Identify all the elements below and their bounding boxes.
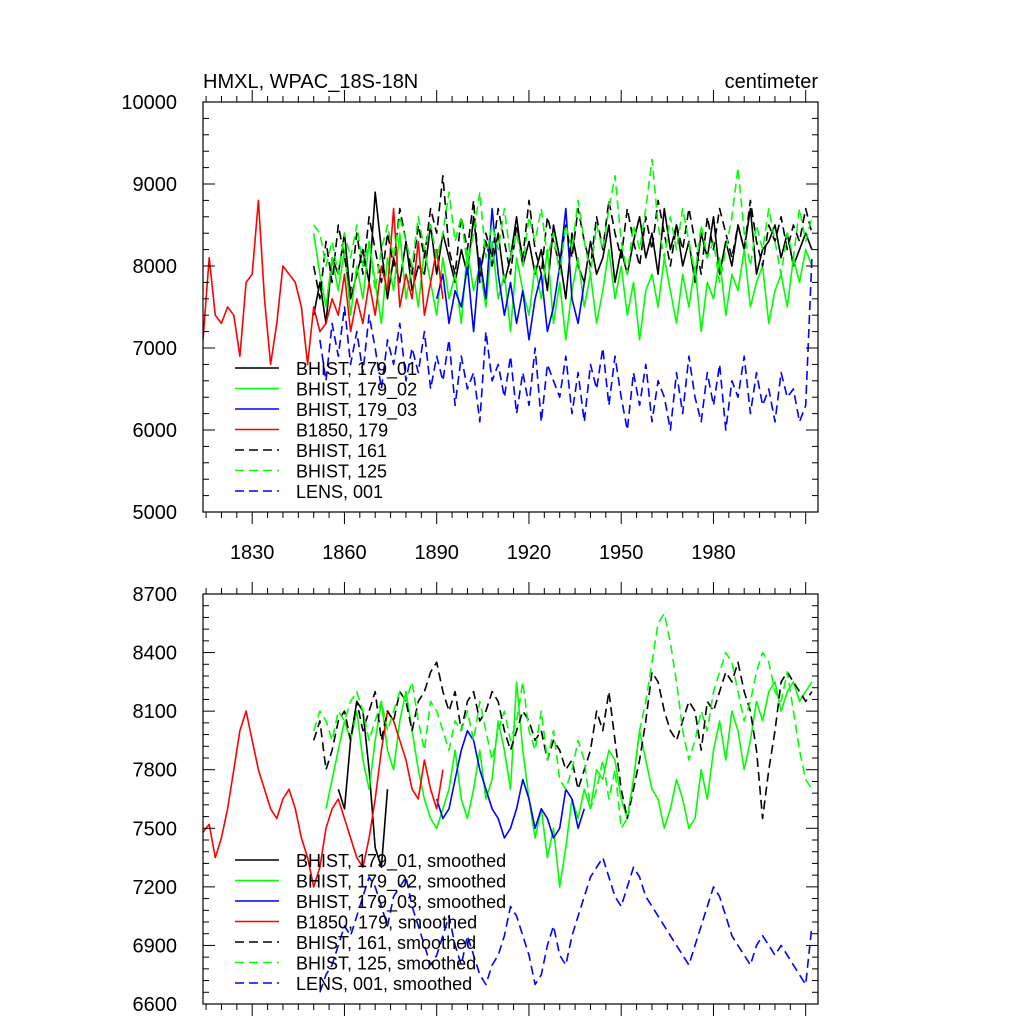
x-tick-label: 1920 [507, 542, 552, 564]
legend-label: B1850, 179 [296, 421, 388, 441]
legend-label: BHIST, 125, smoothed [296, 954, 476, 974]
series-line-1 [312, 191, 813, 325]
series-line-4 [203, 199, 444, 366]
legend-label: B1850, 179, smoothed [296, 913, 477, 933]
y-tick-label: 9000 [133, 174, 178, 196]
legend-label: BHIST, 161 [296, 441, 387, 461]
top-panel: 5000 6000 7000 8000 9000 10000 1830 1860 1890 192… [121, 90, 819, 564]
legend-label: BHIST, 161, smoothed [296, 933, 476, 953]
y-tick-label: 6000 [133, 420, 178, 442]
series-line-6 [313, 158, 813, 292]
series-line-7 [319, 856, 813, 993]
legend-label: BHIST, 179_02, smoothed [296, 872, 506, 893]
y-tick-label: 6600 [133, 994, 178, 1016]
units-label: centimeter [725, 71, 819, 93]
x-tick-label: 1950 [599, 542, 644, 564]
y-tick-label: 7500 [133, 818, 178, 840]
series-line-4 [203, 710, 444, 888]
y-tick-label: 10000 [121, 92, 177, 114]
series-line-3 [435, 729, 586, 839]
y-tick-label: 6900 [133, 935, 178, 957]
y-tick-label: 8100 [133, 701, 178, 723]
x-tick-label: 1890 [414, 542, 459, 564]
legend-label: BHIST, 179_01 [296, 359, 417, 380]
x-tick-label: 1830 [230, 542, 275, 564]
legend-label: BHIST, 179_01, smoothed [296, 851, 506, 872]
legend-label: BHIST, 179_03 [296, 400, 417, 421]
plot-title: HMXL, WPAC_18S-18N [203, 71, 418, 93]
y-tick-label: 7000 [133, 338, 178, 360]
legend-label: BHIST, 125 [296, 462, 387, 482]
legend-label: BHIST, 179_03, smoothed [296, 892, 506, 913]
legend-label: LENS, 001, smoothed [296, 974, 472, 994]
legend-label: LENS, 001 [296, 482, 383, 502]
series-group [203, 158, 813, 431]
bottom-panel: 6600 6900 7200 7500 7800 8100 8400 8700 BHIST, 1… [133, 582, 819, 1016]
series-line-7 [319, 257, 813, 431]
y-tick-label: 5000 [133, 502, 178, 524]
y-tick-label: 8400 [133, 643, 178, 665]
plot-frame [202, 593, 819, 1005]
series-group [203, 612, 813, 993]
y-tick-label: 8700 [133, 584, 178, 606]
series-line-5 [312, 661, 813, 820]
x-tick-label: 1860 [322, 542, 367, 564]
legend-label: BHIST, 179_02 [296, 380, 417, 401]
series-line-2 [325, 681, 813, 888]
series-line-6 [312, 612, 813, 830]
x-tick-label: 1980 [691, 542, 736, 564]
plot-frame [202, 101, 819, 513]
y-tick-label: 8000 [133, 256, 178, 278]
y-tick-label: 7800 [133, 760, 178, 782]
y-tick-label: 7200 [133, 877, 178, 899]
